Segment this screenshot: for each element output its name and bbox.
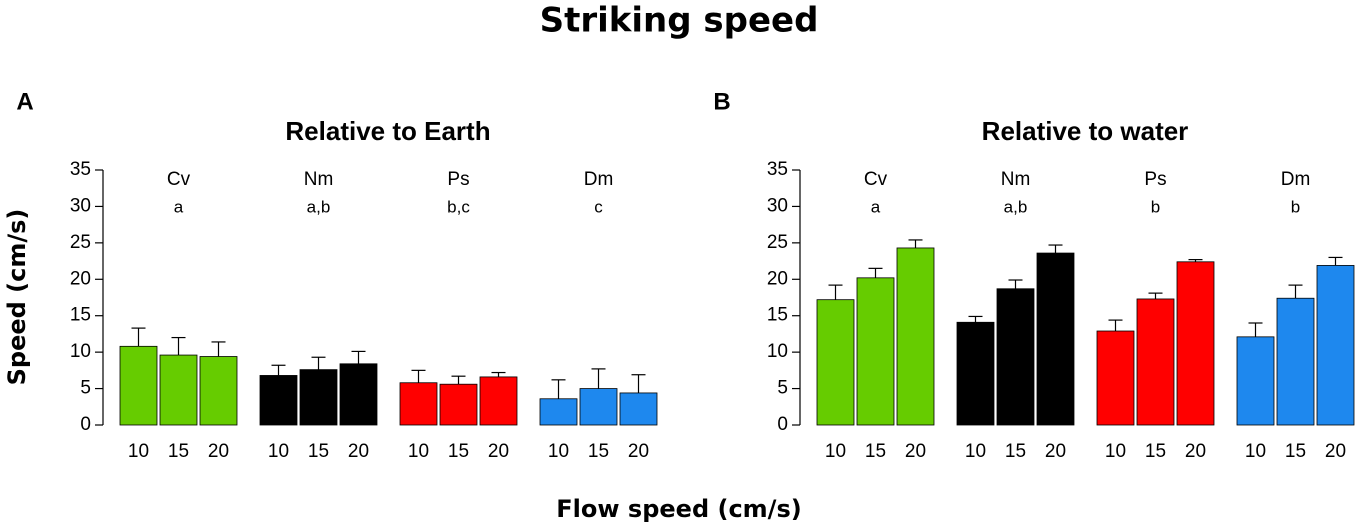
x-tick-label: 10 (128, 441, 149, 462)
bar (479, 376, 518, 426)
x-tick-label: 15 (588, 441, 609, 462)
panel-title: Relative to Earth (285, 116, 490, 146)
y-tick-label: 25 (70, 232, 91, 253)
group-name: Cv (864, 169, 888, 190)
x-axis-label: Flow speed (cm/s) (556, 495, 801, 523)
bar (1096, 330, 1135, 426)
x-tick-label: 10 (825, 441, 846, 462)
x-tick-label: 10 (548, 441, 569, 462)
group-name: Nm (304, 169, 334, 190)
group-name: Ps (447, 169, 469, 190)
x-tick-label: 15 (1145, 441, 1166, 462)
group-name: Dm (1281, 169, 1311, 190)
x-tick-label: 10 (268, 441, 289, 462)
x-tick-label: 15 (308, 441, 329, 462)
y-tick-label: 0 (777, 414, 788, 435)
panel-title: Relative to water (982, 116, 1189, 146)
bar (159, 354, 198, 426)
x-tick-label: 15 (1005, 441, 1026, 462)
y-tick-label: 10 (767, 341, 788, 362)
y-tick-label: 20 (767, 268, 788, 289)
group-letter: a,b (1004, 197, 1028, 216)
y-tick-label: 30 (70, 195, 91, 216)
y-tick-label: 30 (767, 195, 788, 216)
x-tick-label: 20 (348, 441, 369, 462)
y-tick-label: 35 (70, 159, 91, 180)
bar (816, 299, 855, 426)
x-tick-label: 20 (208, 441, 229, 462)
bar (119, 345, 158, 426)
x-tick-label: 15 (448, 441, 469, 462)
bar (199, 356, 238, 426)
bar (956, 321, 995, 426)
panel-label: B (713, 88, 730, 115)
x-tick-label: 10 (1245, 441, 1266, 462)
x-tick-label: 20 (1185, 441, 1206, 462)
x-tick-label: 20 (488, 441, 509, 462)
y-tick-label: 0 (80, 414, 91, 435)
x-tick-label: 15 (168, 441, 189, 462)
y-tick-label: 15 (767, 305, 788, 326)
bar (1036, 252, 1075, 426)
bar (896, 247, 935, 426)
figure-title: Striking speed (540, 1, 819, 41)
x-tick-label: 20 (628, 441, 649, 462)
bar (856, 277, 895, 426)
group-letter: b (1151, 197, 1160, 216)
group-letter: a,b (307, 197, 331, 216)
y-tick-label: 10 (70, 341, 91, 362)
bar (299, 369, 338, 426)
x-tick-label: 20 (1045, 441, 1066, 462)
x-tick-label: 20 (1325, 441, 1346, 462)
y-tick-label: 5 (80, 378, 91, 399)
x-tick-label: 10 (965, 441, 986, 462)
bar (339, 363, 378, 426)
bar (1136, 298, 1175, 426)
x-tick-label: 10 (408, 441, 429, 462)
group-letter: c (594, 197, 603, 216)
bar (996, 288, 1035, 426)
group-name: Nm (1001, 169, 1031, 190)
y-tick-label: 25 (767, 232, 788, 253)
group-name: Dm (584, 169, 614, 190)
bar (1276, 297, 1315, 426)
group-letter: a (174, 197, 184, 216)
group-letter: a (871, 197, 881, 216)
group-letter: b,c (447, 197, 470, 216)
bar (579, 388, 618, 426)
y-tick-label: 20 (70, 268, 91, 289)
y-tick-label: 35 (767, 159, 788, 180)
bar (619, 392, 658, 426)
bar (1316, 265, 1355, 426)
panel-label: A (16, 88, 33, 115)
group-name: Ps (1144, 169, 1166, 190)
bar (1236, 336, 1275, 426)
x-tick-label: 15 (1285, 441, 1306, 462)
bar (399, 382, 438, 426)
group-name: Cv (167, 169, 191, 190)
bar (259, 375, 298, 426)
group-letter: b (1291, 197, 1300, 216)
bar (539, 398, 578, 426)
y-axis-label: Speed (cm/s) (3, 209, 31, 386)
x-tick-label: 15 (865, 441, 886, 462)
bar (439, 383, 478, 426)
y-tick-label: 15 (70, 305, 91, 326)
bar (1176, 261, 1215, 426)
x-tick-label: 10 (1105, 441, 1126, 462)
x-tick-label: 20 (905, 441, 926, 462)
y-tick-label: 5 (777, 378, 788, 399)
